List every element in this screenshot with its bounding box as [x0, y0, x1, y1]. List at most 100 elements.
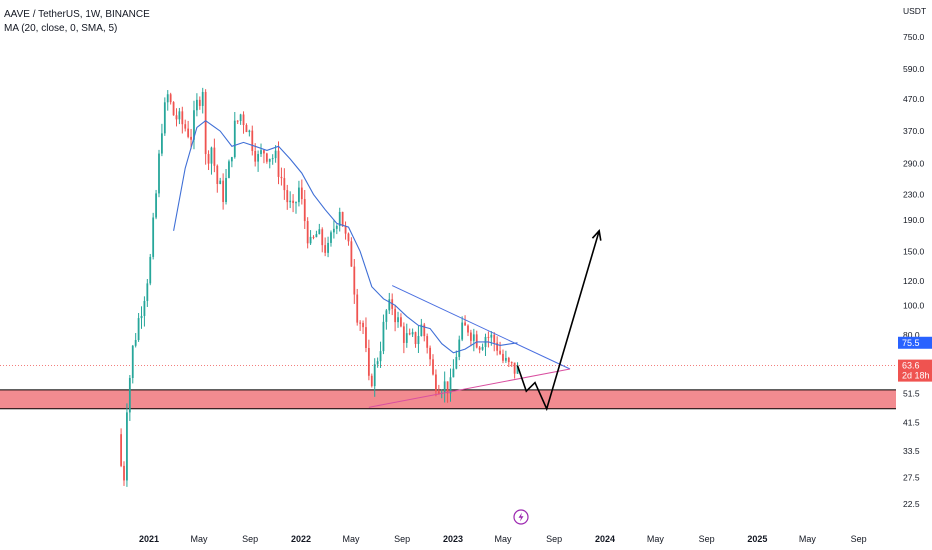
- candle-body: [400, 317, 402, 327]
- candle-body: [298, 187, 300, 203]
- drawings-layer: [368, 229, 602, 412]
- candle-body: [388, 299, 391, 311]
- candle-body: [487, 336, 490, 338]
- candle-body: [426, 336, 429, 348]
- y-tick-label: 190.0: [903, 215, 925, 225]
- candle-body: [123, 465, 125, 481]
- candle-body: [382, 321, 385, 352]
- candle-body: [335, 225, 338, 229]
- candle-body: [193, 110, 195, 140]
- x-tick-label: May: [647, 534, 665, 544]
- y-tick-label: 230.0: [903, 189, 925, 199]
- candle-body: [289, 200, 292, 203]
- candle-body: [219, 180, 222, 184]
- candle-body: [268, 158, 271, 162]
- candle-body: [338, 211, 341, 226]
- candle-body: [225, 177, 227, 202]
- candle-body: [464, 322, 466, 326]
- candle-body: [350, 241, 353, 267]
- candle-body: [149, 256, 152, 284]
- y-tick-label: 51.5: [903, 389, 920, 399]
- y-tick-label: 470.0: [903, 94, 925, 104]
- candle-body: [504, 357, 507, 361]
- candle-body: [140, 315, 143, 319]
- candle-body: [356, 294, 359, 323]
- candle-body: [152, 217, 155, 257]
- triangle-lower-trendline: [368, 368, 571, 408]
- candle-body: [478, 347, 481, 350]
- candle-body: [411, 332, 414, 335]
- candle-body: [452, 368, 455, 378]
- candle-body: [181, 111, 184, 125]
- candle-body: [306, 221, 309, 244]
- candle-body: [190, 136, 192, 140]
- current-price-badge: [898, 359, 932, 382]
- x-tick-label: May: [799, 534, 817, 544]
- candle-body: [458, 339, 461, 357]
- candle-body: [423, 324, 426, 337]
- candle-body: [204, 91, 207, 155]
- candle-body: [280, 176, 283, 179]
- candle-body: [475, 334, 478, 348]
- candle-body: [274, 150, 277, 159]
- candle-body: [312, 236, 315, 238]
- projection-path: [516, 230, 600, 412]
- candle-body: [367, 347, 370, 376]
- ma-20-line: [173, 120, 518, 354]
- x-tick-label: 2025: [747, 534, 767, 544]
- x-tick-label: Sep: [394, 534, 410, 544]
- candle-body: [496, 342, 499, 351]
- candle-body: [295, 202, 297, 204]
- candle-body: [195, 99, 198, 111]
- candle-body: [163, 102, 166, 134]
- candle-body: [435, 374, 437, 392]
- x-tick-label: Sep: [242, 534, 258, 544]
- y-tick-label: 590.0: [903, 64, 925, 74]
- candle-body: [385, 310, 388, 322]
- candle-body: [429, 347, 431, 360]
- candle-body: [402, 326, 405, 343]
- lightning-icon-bolt: [518, 512, 524, 522]
- candle-body: [242, 114, 245, 126]
- candle-body: [251, 130, 254, 151]
- candle-body: [303, 199, 306, 222]
- candle-body: [131, 345, 134, 379]
- symbol-title[interactable]: AAVE / TetherUS, 1W, BINANCE: [4, 9, 150, 20]
- candle-body: [321, 229, 324, 246]
- y-tick-label: 290.0: [903, 159, 925, 169]
- candle-body: [516, 365, 519, 374]
- candle-body: [365, 327, 367, 348]
- candle-body: [379, 351, 382, 362]
- candle-body: [263, 150, 265, 154]
- lightning-icon[interactable]: [513, 509, 529, 525]
- candle-body: [315, 234, 318, 238]
- candle-body: [201, 91, 204, 106]
- candle-body: [257, 154, 260, 162]
- y-tick-label: 370.0: [903, 126, 925, 136]
- bar-countdown-label: 2d 18h: [902, 371, 930, 381]
- x-tick-label: 2022: [291, 534, 311, 544]
- moving-average-layer: [173, 120, 518, 354]
- candle-body: [397, 317, 399, 323]
- x-tick-label: May: [342, 534, 360, 544]
- ma-price-label: 75.5: [902, 338, 920, 348]
- candle-body: [507, 357, 510, 363]
- y-tick-label: 80.0: [903, 330, 920, 340]
- candle-body: [344, 226, 347, 234]
- candle-body: [213, 147, 216, 166]
- candle-body: [513, 362, 516, 374]
- ma-indicator-label[interactable]: MA (20, close, 0, SMA, 5): [4, 23, 118, 34]
- candle-body: [359, 322, 362, 324]
- projection-arrowhead-icon: [591, 229, 602, 241]
- candle-body: [449, 377, 452, 394]
- candle-body: [166, 94, 169, 103]
- candle-body: [499, 350, 501, 354]
- y-tick-label: 22.5: [903, 499, 920, 509]
- x-tick-label: May: [190, 534, 208, 544]
- candle-body: [178, 111, 181, 120]
- y-tick-label: 750.0: [903, 32, 925, 42]
- candle-body: [341, 211, 344, 227]
- x-tick-label: 2023: [443, 534, 463, 544]
- candlestick-series: [120, 87, 519, 487]
